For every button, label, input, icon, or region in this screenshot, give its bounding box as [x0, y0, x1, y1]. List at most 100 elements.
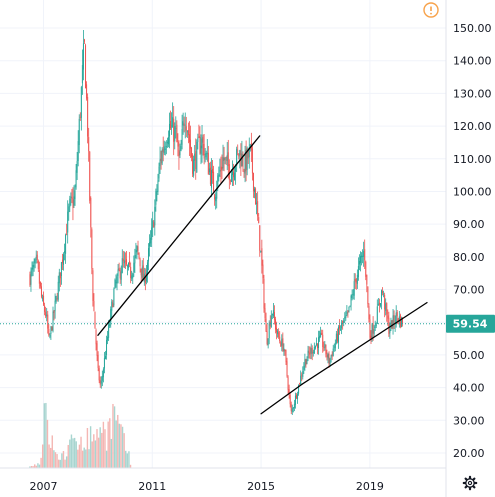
candle-down	[323, 346, 325, 349]
candle-down	[384, 295, 386, 310]
candle-up	[154, 206, 156, 226]
time-tick-label: 2019	[356, 480, 384, 493]
trendline[interactable]	[301, 301, 428, 385]
volume-bar	[121, 426, 124, 468]
candle-up	[172, 117, 174, 128]
candle-up	[64, 251, 66, 253]
candle-up	[292, 407, 294, 409]
candle-up	[135, 250, 137, 253]
volume-bar	[96, 429, 98, 468]
alert-icon[interactable]	[423, 2, 439, 18]
candle-down	[369, 319, 371, 338]
candle-up	[239, 150, 241, 156]
candle-up	[332, 348, 334, 357]
candle-up	[57, 281, 59, 300]
volume-bar	[45, 402, 47, 468]
candle-up	[379, 303, 381, 306]
candle-up	[152, 220, 154, 228]
candle-up	[231, 171, 233, 175]
candle-up	[164, 148, 166, 151]
candle-up	[194, 153, 196, 161]
volume-bar	[46, 419, 49, 468]
candle-down	[51, 327, 53, 331]
price-tick-label: 90.00	[453, 218, 485, 231]
candle-down	[365, 261, 367, 277]
candle-up	[218, 174, 220, 177]
candle-up	[73, 196, 75, 206]
trendlines[interactable]	[97, 135, 428, 415]
candle-up	[319, 335, 321, 339]
candle-up	[141, 267, 143, 278]
candle-up	[74, 190, 76, 199]
volume-bar	[30, 465, 33, 468]
candle-up	[371, 324, 373, 340]
candle-up	[157, 180, 159, 192]
candle-down	[259, 225, 261, 251]
candle-up	[104, 355, 106, 359]
candle-down	[85, 45, 87, 89]
candle-up	[340, 328, 342, 330]
candle-up	[335, 333, 337, 343]
candle-down	[278, 332, 280, 338]
candle-down	[264, 308, 266, 319]
candle-up	[54, 300, 56, 312]
time-axis[interactable]: 2007 2011 2015 2019	[30, 480, 384, 493]
candle-down	[43, 295, 45, 305]
gear-icon[interactable]	[462, 475, 478, 491]
candle-down	[242, 156, 244, 168]
candle-up	[217, 175, 219, 188]
candle-down	[45, 311, 47, 317]
volume-bar	[37, 463, 39, 468]
candle-up	[363, 250, 365, 257]
candle-up	[400, 317, 402, 328]
volume-bar	[113, 406, 116, 468]
candle-down	[130, 266, 132, 278]
candle-up	[271, 314, 273, 315]
candle-down	[88, 137, 90, 152]
candle-up	[235, 166, 237, 172]
candle-up	[46, 314, 48, 317]
candle-up	[201, 138, 203, 149]
candle-down	[198, 136, 200, 138]
candle-up	[42, 297, 44, 299]
candle-down	[199, 137, 201, 154]
volume-bar	[51, 435, 53, 468]
trendline[interactable]	[260, 383, 303, 415]
candle-up	[182, 121, 184, 126]
candle-up	[310, 348, 312, 354]
price-tick-label: 20.00	[453, 447, 485, 460]
candle-up	[32, 264, 34, 270]
candle-down	[93, 301, 95, 311]
candle-up	[103, 357, 105, 369]
candle-down	[40, 286, 42, 297]
candle-up	[206, 152, 208, 155]
candle-up	[341, 322, 343, 329]
candle-down	[393, 314, 395, 323]
volume-bar	[70, 434, 73, 468]
candle-up	[131, 275, 133, 279]
candle-up	[298, 384, 300, 394]
candle-down	[316, 343, 318, 349]
candle-down	[279, 336, 281, 342]
candle-down	[252, 172, 254, 192]
candle-down	[245, 149, 247, 172]
candle-down	[86, 84, 88, 99]
candle-up	[128, 262, 130, 269]
candle-down	[396, 312, 398, 317]
candle-down	[347, 310, 349, 313]
time-tick-label: 2015	[247, 480, 275, 493]
trendline[interactable]	[97, 135, 261, 336]
volume-bar	[61, 453, 63, 468]
candle-up	[334, 342, 336, 349]
candle-up	[200, 145, 202, 155]
candle-down	[355, 278, 357, 283]
price-axis[interactable]: 20.0030.0040.0050.0060.0070.0080.0090.00…	[453, 22, 492, 460]
candle-up	[159, 159, 161, 167]
candle-up	[337, 326, 339, 343]
candle-down	[118, 268, 120, 271]
volume-bar	[56, 454, 58, 468]
candle-up	[193, 159, 195, 176]
candle-up	[127, 265, 129, 267]
candle-up	[380, 290, 382, 302]
